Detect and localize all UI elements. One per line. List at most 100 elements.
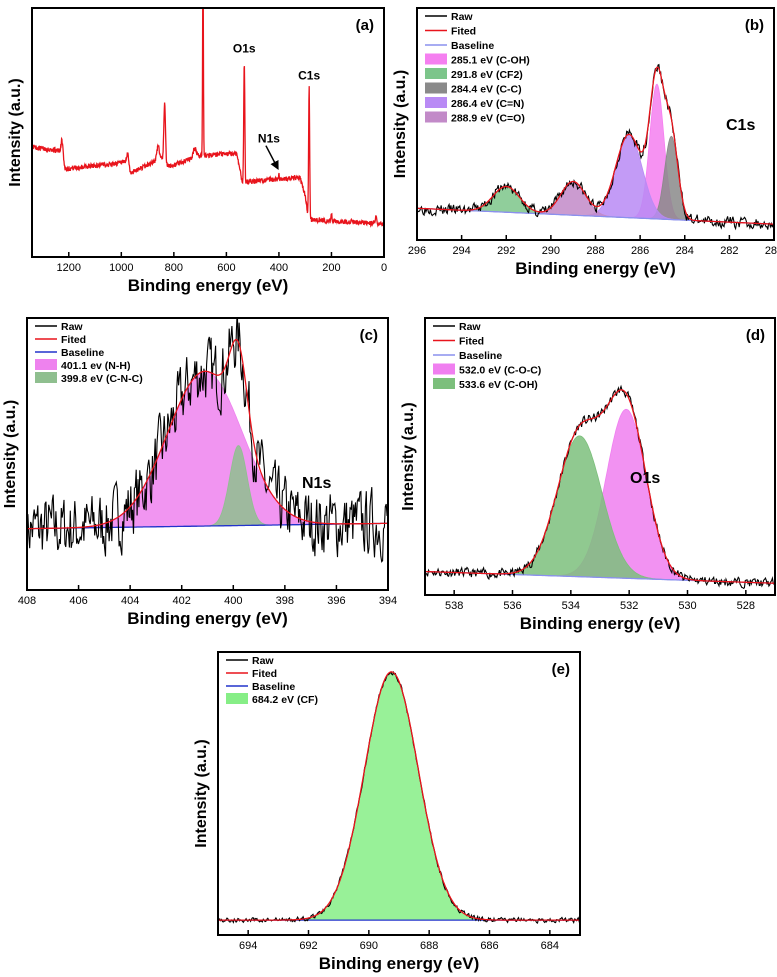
x-tick-label: 292 xyxy=(497,245,515,257)
legend-swatch xyxy=(433,363,455,375)
legend-label: Fited xyxy=(61,334,86,346)
panel-label: (c) xyxy=(360,327,378,344)
x-tick-label: 294 xyxy=(452,245,470,257)
core-level-label: C1s xyxy=(726,117,755,134)
plot-frame xyxy=(31,7,385,258)
x-axis-label: Binding energy (eV) xyxy=(127,609,288,628)
fitted-line xyxy=(27,338,388,530)
fitted-line xyxy=(218,671,580,921)
x-tick-label: 396 xyxy=(327,595,345,607)
legend-label: 284.4 eV (C-C) xyxy=(451,84,522,96)
x-tick-label: 684 xyxy=(541,940,559,952)
legend-label: 532.0 eV (C-O-C) xyxy=(459,365,541,377)
legend-label: 533.6 eV (C-OH) xyxy=(459,379,538,391)
legend-swatch xyxy=(425,82,447,94)
panel-d: Raw Fited Baseline 532.0 eV (C-O-C) 533.6 eV… xyxy=(400,317,776,633)
legend-swatch xyxy=(35,359,57,370)
survey-spectrum-line xyxy=(32,8,384,228)
peak-annotation-n1s: N1s xyxy=(258,132,280,146)
x-tick-label: 538 xyxy=(445,600,463,612)
x-tick-label: 408 xyxy=(18,595,36,607)
fitted-line xyxy=(417,66,774,225)
fitted-peak-4 xyxy=(417,181,774,225)
legend-label: Baseline xyxy=(61,347,104,359)
legend-swatch xyxy=(425,111,447,123)
legend-swatch xyxy=(35,372,57,383)
panel-a: F1sO1sC1sN1s(a)120010008006004002000Bind… xyxy=(7,7,387,295)
peak-annotation-o1s: O1s xyxy=(233,42,256,56)
legend-label: 291.8 eV (CF2) xyxy=(451,69,523,81)
legend-label: Raw xyxy=(451,11,473,23)
x-tick-label: 280 xyxy=(765,245,777,257)
plot-frame xyxy=(26,317,389,591)
y-axis-label: Intensity (a.u.) xyxy=(193,739,210,847)
x-tick-label: 1200 xyxy=(57,262,81,274)
panel-label: (e) xyxy=(552,661,570,678)
x-tick-label: 600 xyxy=(217,262,235,274)
x-tick-label: 536 xyxy=(503,600,521,612)
legend-label: Baseline xyxy=(459,350,502,362)
fitted-peak-1 xyxy=(417,186,774,225)
panel-label: (a) xyxy=(356,17,374,34)
legend: Raw Fited Baseline 285.1 eV (C-OH) 291.8 eV … xyxy=(425,11,530,125)
x-tick-label: 398 xyxy=(276,595,294,607)
x-tick-label: 1000 xyxy=(109,262,133,274)
legend-label: 401.1 ev (N-H) xyxy=(61,360,130,372)
x-tick-label: 394 xyxy=(379,595,397,607)
legend-label: Fited xyxy=(451,26,476,38)
core-level-label: O1s xyxy=(630,470,660,487)
legend-swatch xyxy=(226,693,248,704)
x-tick-label: 692 xyxy=(299,940,317,952)
x-tick-label: 400 xyxy=(224,595,242,607)
x-tick-label: 532 xyxy=(620,600,638,612)
x-tick-label: 530 xyxy=(678,600,696,612)
legend-label: Fited xyxy=(459,336,484,348)
legend-swatch xyxy=(425,53,447,65)
legend-label: Baseline xyxy=(451,40,494,52)
legend-swatch xyxy=(425,97,447,108)
x-tick-label: 402 xyxy=(173,595,191,607)
panel-label: (d) xyxy=(746,327,765,344)
x-tick-label: 0 xyxy=(381,262,387,274)
x-tick-label: 690 xyxy=(360,940,378,952)
x-tick-label: 286 xyxy=(631,245,649,257)
core-level-label: N1s xyxy=(302,475,331,492)
legend-label: Fited xyxy=(252,668,277,680)
x-tick-label: 200 xyxy=(322,262,340,274)
plot-frame xyxy=(424,317,776,596)
legend-label: Baseline xyxy=(252,681,295,693)
x-tick-label: 406 xyxy=(69,595,87,607)
plot-frame xyxy=(217,651,581,936)
legend-swatch xyxy=(433,378,455,389)
legend-label: 684.2 eV (CF) xyxy=(252,694,318,706)
x-axis-label: Binding energy (eV) xyxy=(319,954,480,973)
panel-b: Raw Fited Baseline 285.1 eV (C-OH) 291.8 eV … xyxy=(392,7,777,278)
x-tick-label: 404 xyxy=(121,595,139,607)
legend-label: Raw xyxy=(252,655,274,667)
x-tick-label: 288 xyxy=(586,245,604,257)
x-tick-label: 694 xyxy=(239,940,257,952)
raw-line xyxy=(27,318,388,563)
x-tick-label: 284 xyxy=(676,245,694,257)
legend-label: 288.9 eV (C=O) xyxy=(451,113,525,125)
legend-label: Raw xyxy=(61,321,83,333)
fitted-peak-1 xyxy=(425,435,775,584)
fitted-peak-0 xyxy=(218,671,580,921)
panel-label: (b) xyxy=(745,17,764,34)
legend-label: 399.8 eV (C-N-C) xyxy=(61,373,143,385)
peak-annotation-c1s: C1s xyxy=(298,68,320,82)
baseline-line xyxy=(27,522,388,530)
x-tick-label: 686 xyxy=(480,940,498,952)
legend: Raw Fited Baseline 532.0 eV (C-O-C) 533.6 eV… xyxy=(433,321,541,391)
legend-label: 286.4 eV (C=N) xyxy=(451,98,524,110)
y-axis-label: Intensity (a.u.) xyxy=(2,400,19,508)
x-tick-label: 688 xyxy=(420,940,438,952)
x-tick-label: 534 xyxy=(562,600,580,612)
x-tick-label: 282 xyxy=(720,245,738,257)
y-axis-label: Intensity (a.u.) xyxy=(392,70,409,178)
